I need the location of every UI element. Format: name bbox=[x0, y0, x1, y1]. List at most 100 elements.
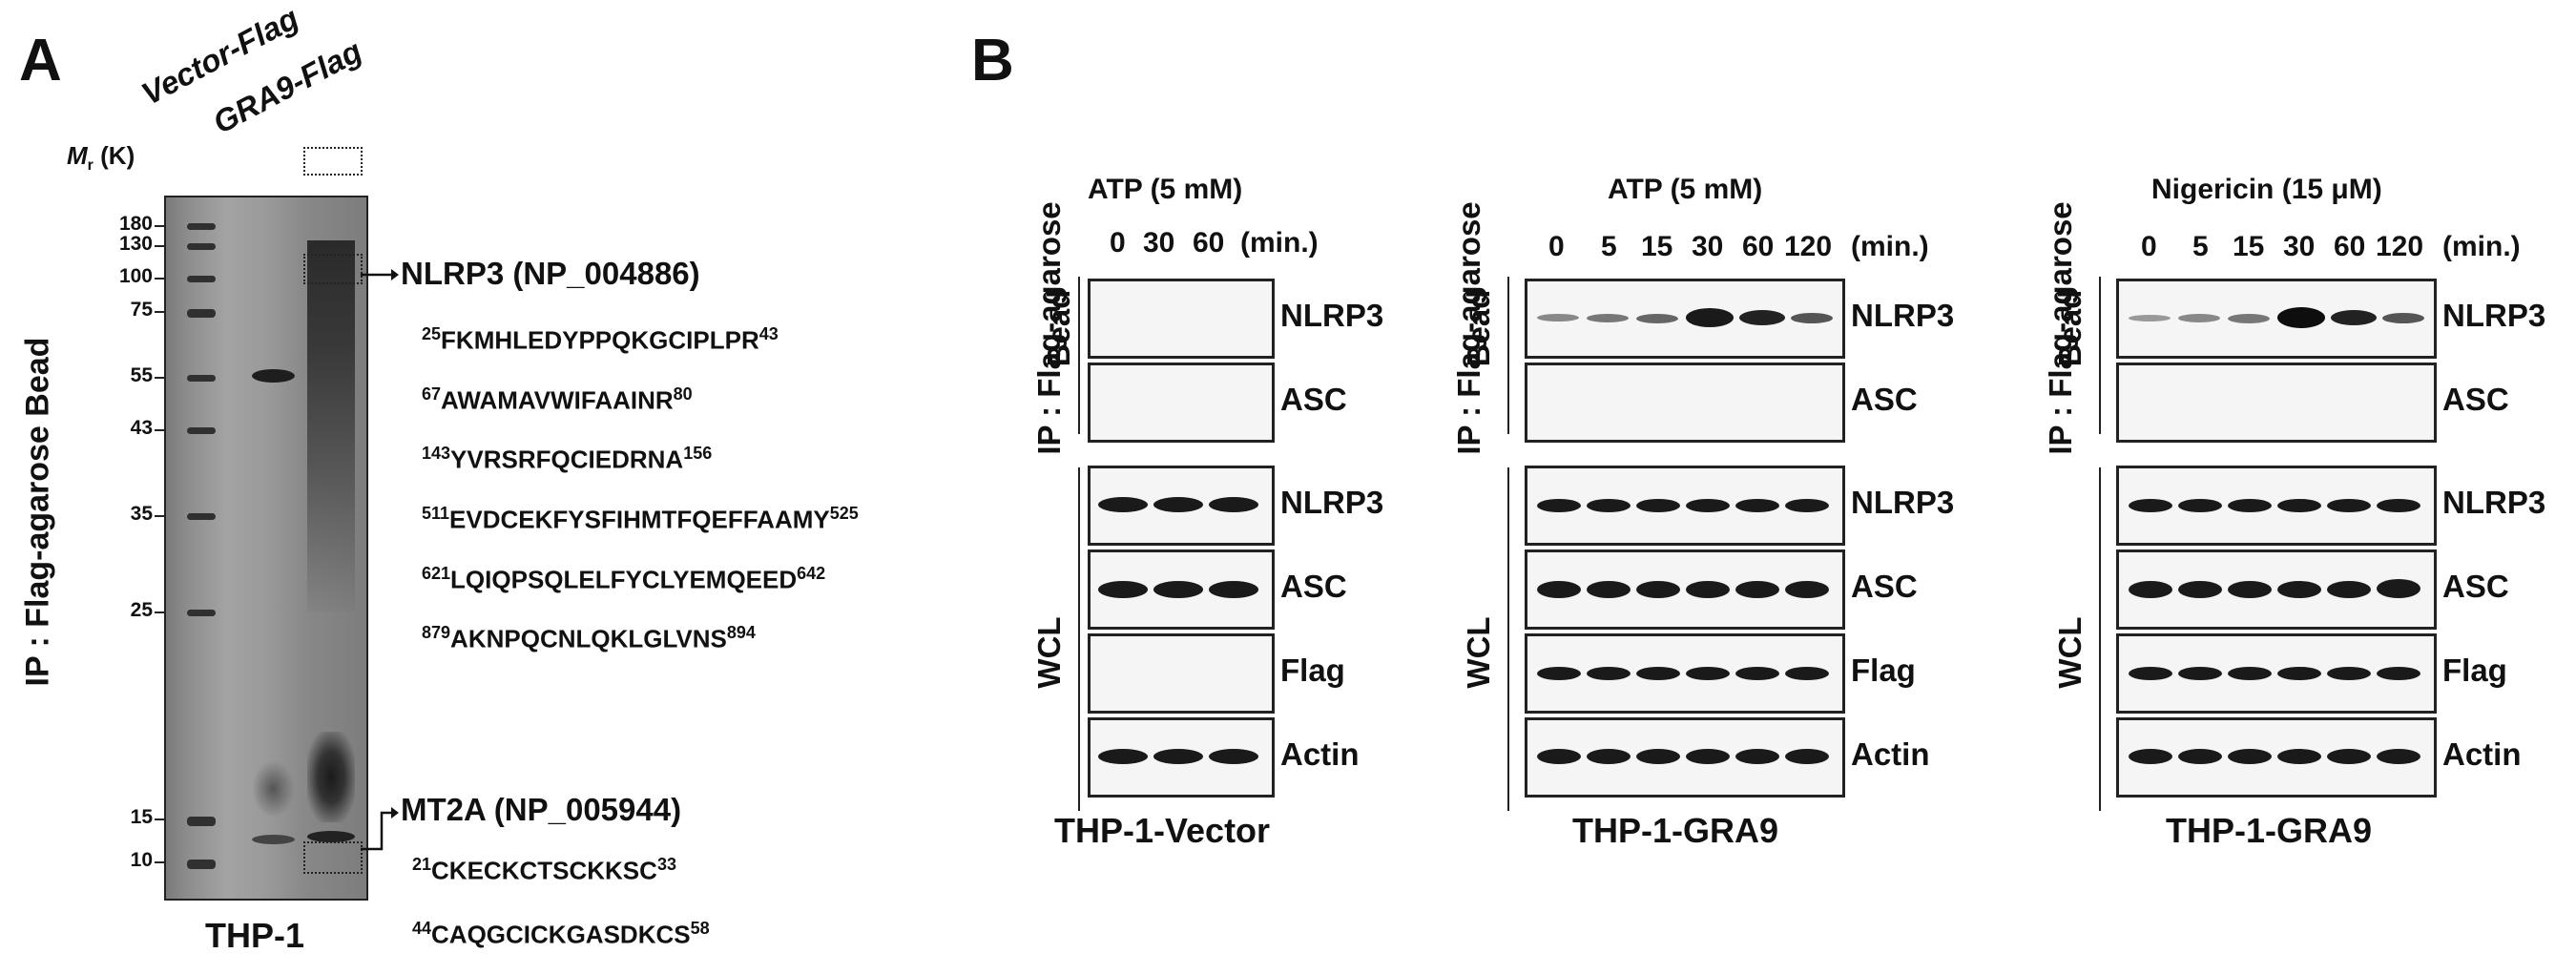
g3-label-actin: Actin bbox=[2442, 736, 2522, 772]
band bbox=[2377, 749, 2420, 764]
g2-wcl-flag-blot bbox=[1525, 633, 1845, 714]
ladder-band bbox=[187, 243, 216, 250]
panel-a-letter: A bbox=[19, 28, 62, 93]
group2-time-15: 15 bbox=[1641, 231, 1673, 262]
band bbox=[1636, 749, 1680, 764]
g3-wcl-actin-blot bbox=[2116, 717, 2437, 798]
gra9-lane-smear bbox=[307, 240, 355, 612]
band bbox=[2129, 749, 2172, 764]
band bbox=[2178, 499, 2222, 512]
group3-time-120: 120 bbox=[2376, 231, 2424, 262]
g1-wcl-actin-blot bbox=[1088, 717, 1275, 798]
gra9-lane-band bbox=[307, 831, 355, 842]
g3-label-nlrp3: NLRP3 bbox=[2442, 298, 2546, 333]
mt2a-protein-label: MT2A (NP_005944) bbox=[401, 792, 682, 827]
band bbox=[2178, 749, 2222, 764]
panel-b-letter: B bbox=[971, 28, 1014, 93]
ladder-band bbox=[187, 817, 216, 826]
group2-time-unit: (min.) bbox=[1851, 231, 1929, 262]
band bbox=[1098, 581, 1148, 598]
g2-label-asc: ASC bbox=[1851, 382, 1918, 417]
g2-ip-nlrp3-blot bbox=[1525, 279, 1845, 359]
group2-treatment: ATP (5 mM) bbox=[1608, 174, 1763, 205]
mw-55: 55 bbox=[130, 364, 153, 386]
group2-time-0: 0 bbox=[1548, 231, 1565, 262]
ladder-band bbox=[187, 610, 216, 616]
mw-10: 10 bbox=[130, 849, 153, 871]
band bbox=[2228, 667, 2272, 680]
band bbox=[1537, 314, 1579, 321]
g2-wcl-actin-blot bbox=[1525, 717, 1845, 798]
band bbox=[2178, 667, 2222, 680]
thp1-label: THP-1 bbox=[205, 916, 305, 955]
g2-cell-line: THP-1-GRA9 bbox=[1572, 811, 1779, 850]
g1-label-flag: Flag bbox=[1280, 653, 1345, 688]
vector-lane-smear bbox=[252, 760, 295, 818]
g3-label-asc-wcl: ASC bbox=[2442, 569, 2509, 604]
group3-time-30: 30 bbox=[2283, 231, 2316, 262]
mw-43: 43 bbox=[130, 417, 153, 439]
band bbox=[1587, 667, 1631, 680]
band bbox=[1686, 667, 1730, 680]
nlrp3-band-box bbox=[303, 147, 363, 176]
g1-wcl-flag-blot bbox=[1088, 633, 1275, 714]
g3-wcl-asc-blot bbox=[2116, 549, 2437, 630]
group1-bead-label: Bead bbox=[1041, 289, 1076, 367]
group2-time-120: 120 bbox=[1784, 231, 1833, 262]
band bbox=[1735, 667, 1779, 680]
band bbox=[1153, 581, 1203, 598]
g3-label-flag: Flag bbox=[2442, 653, 2507, 688]
group3-wcl-label: WCL bbox=[2052, 616, 2088, 689]
mt2a-peptide-list: 21CKECKCTSCKKSC33 44CAQGCICKGASDKCS58 bbox=[412, 836, 710, 963]
peptide: 67AWAMAVWIFAAINR80 bbox=[422, 383, 693, 415]
ladder-band bbox=[187, 513, 216, 520]
peptide: 21CKECKCTSCKKSC33 bbox=[412, 855, 676, 885]
band bbox=[1587, 314, 1629, 322]
band bbox=[2377, 579, 2420, 598]
g2-label-actin: Actin bbox=[1851, 736, 1930, 772]
band bbox=[1537, 499, 1581, 512]
band bbox=[1735, 749, 1779, 764]
band bbox=[1785, 667, 1829, 680]
band bbox=[1153, 497, 1203, 512]
g1-ip-asc-blot bbox=[1088, 363, 1275, 443]
g3-ip-asc-blot bbox=[2116, 363, 2437, 443]
band bbox=[2129, 667, 2172, 680]
peptide: 621LQIQPSQLELFYCLYEMQEED642 bbox=[422, 563, 826, 594]
band bbox=[2277, 667, 2321, 680]
group1-wcl-bracket bbox=[1078, 467, 1080, 811]
group1-time-unit: (min.) bbox=[1240, 227, 1319, 259]
band bbox=[1209, 581, 1258, 598]
g1-label-nlrp3-wcl: NLRP3 bbox=[1280, 485, 1384, 520]
g1-cell-line: THP-1-Vector bbox=[1054, 811, 1271, 850]
mw-tick bbox=[155, 611, 164, 613]
mw-15: 15 bbox=[130, 806, 153, 828]
mw-tick bbox=[155, 278, 164, 280]
band bbox=[1537, 749, 1581, 764]
g2-label-nlrp3-wcl: NLRP3 bbox=[1851, 485, 1955, 520]
mw-tick bbox=[155, 429, 164, 431]
group3-time-5: 5 bbox=[2192, 231, 2209, 262]
ladder-band bbox=[187, 276, 216, 282]
band bbox=[1735, 499, 1779, 512]
group3-time-unit: (min.) bbox=[2442, 231, 2521, 262]
mt2a-arrow bbox=[361, 807, 399, 851]
band bbox=[2377, 667, 2420, 680]
ladder-band bbox=[187, 223, 216, 230]
band bbox=[2327, 749, 2371, 764]
g3-ip-nlrp3-blot bbox=[2116, 279, 2437, 359]
mw-tick bbox=[155, 861, 164, 863]
ladder-band bbox=[187, 860, 216, 869]
band bbox=[2331, 310, 2377, 325]
ladder-band bbox=[187, 427, 216, 434]
band bbox=[1686, 499, 1730, 512]
band bbox=[2228, 749, 2272, 764]
mw-180: 180 bbox=[118, 213, 153, 235]
band bbox=[1537, 581, 1581, 598]
band bbox=[1587, 499, 1631, 512]
band bbox=[1636, 667, 1680, 680]
g1-label-nlrp3: NLRP3 bbox=[1280, 298, 1384, 333]
band bbox=[1735, 581, 1779, 598]
mw-35: 35 bbox=[130, 503, 153, 525]
band bbox=[2277, 307, 2325, 328]
